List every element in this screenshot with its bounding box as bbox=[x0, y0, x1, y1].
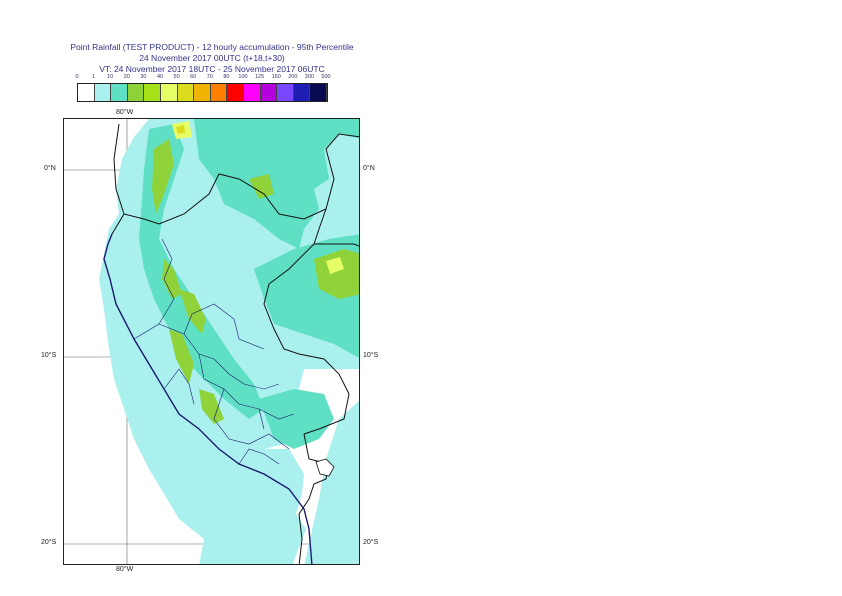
legend-swatch-9 bbox=[227, 84, 244, 101]
legend-swatch-2 bbox=[111, 84, 128, 101]
border-ecuador bbox=[111, 123, 359, 235]
rain-area-green-4 bbox=[169, 329, 194, 384]
legend-label-4: 30 bbox=[140, 74, 147, 80]
lon-label-bottom: 80°W bbox=[116, 566, 134, 573]
border-peru-brazil bbox=[263, 208, 359, 435]
rain-area-green-5 bbox=[199, 389, 224, 424]
legend-swatch-1 bbox=[94, 84, 112, 101]
legend-label-9: 80 bbox=[223, 74, 230, 80]
legend-swatch-8 bbox=[210, 84, 228, 101]
lat-label-right-10: 10°S bbox=[363, 352, 379, 359]
legend-label-2: 10 bbox=[107, 74, 114, 80]
legend-label-6: 50 bbox=[173, 74, 180, 80]
color-legend-bar bbox=[77, 83, 328, 102]
rain-area-green-east bbox=[314, 249, 359, 299]
legend-swatch-14 bbox=[310, 84, 327, 101]
rain-area-teal-south bbox=[259, 389, 334, 449]
legend-label-14: 300 bbox=[304, 74, 314, 80]
legend-swatch-4 bbox=[144, 84, 161, 101]
rain-area-green-1 bbox=[152, 139, 174, 214]
rain-area-yellow-3 bbox=[326, 257, 344, 274]
legend-label-3: 20 bbox=[123, 74, 130, 80]
legend-label-5: 40 bbox=[156, 74, 164, 80]
legend-label-12: 150 bbox=[271, 74, 281, 80]
legend-label-13: 200 bbox=[288, 74, 298, 80]
legend-label-15: 500 bbox=[321, 74, 331, 80]
map-canvas bbox=[64, 119, 359, 564]
rain-area-green-2 bbox=[162, 259, 182, 299]
rain-area-yellow-2 bbox=[176, 125, 185, 134]
legend-label-7: 60 bbox=[190, 74, 197, 80]
legend-swatch-6 bbox=[177, 84, 195, 101]
legend-label-0: 0 bbox=[75, 74, 79, 80]
title-line-3: VT: 24 November 2017 18UTC - 25 November… bbox=[99, 64, 325, 74]
lat-label-right-0: 0°N bbox=[363, 165, 375, 172]
lake-titicaca bbox=[315, 458, 335, 477]
legend-labels: 0 1 10 20 30 40 50 60 70 80 100 125 150 200 300 500 bbox=[70, 74, 360, 83]
rain-area-green-3 bbox=[179, 289, 206, 334]
title-line-2: 24 November 2017 00UTC (t+18,t+30) bbox=[139, 53, 285, 63]
legend-swatch-12 bbox=[277, 84, 294, 101]
legend-swatch-11 bbox=[260, 84, 278, 101]
legend-swatch-10 bbox=[243, 84, 261, 101]
internal-regions bbox=[133, 238, 295, 465]
legend-swatch-0 bbox=[78, 84, 95, 101]
legend-swatch-3 bbox=[127, 84, 145, 101]
legend-label-8: 70 bbox=[206, 74, 213, 80]
rainfall-map bbox=[63, 118, 360, 565]
legend-swatch-5 bbox=[160, 84, 178, 101]
lon-label-top: 80°W bbox=[116, 109, 134, 116]
border-bolivia bbox=[298, 433, 330, 564]
lat-label-left-10: 10°S bbox=[41, 352, 57, 359]
coastline bbox=[103, 233, 313, 564]
legend-swatch-7 bbox=[194, 84, 211, 101]
lat-label-right-20: 20°S bbox=[363, 539, 379, 546]
legend-swatch-13 bbox=[293, 84, 311, 101]
legend-label-11: 125 bbox=[255, 74, 265, 80]
lat-label-left-20: 20°S bbox=[41, 539, 57, 546]
legend-label-1: 1 bbox=[92, 74, 96, 80]
rain-area-green-north bbox=[249, 174, 274, 199]
title-line-1: Point Rainfall (TEST PRODUCT) - 12 hourl… bbox=[70, 42, 354, 52]
map-title-block: Point Rainfall (TEST PRODUCT) - 12 hourl… bbox=[0, 42, 424, 75]
legend-label-10: 100 bbox=[238, 74, 248, 80]
lat-label-left-0: 0°N bbox=[44, 165, 56, 172]
rain-area-teal-north bbox=[194, 119, 359, 249]
